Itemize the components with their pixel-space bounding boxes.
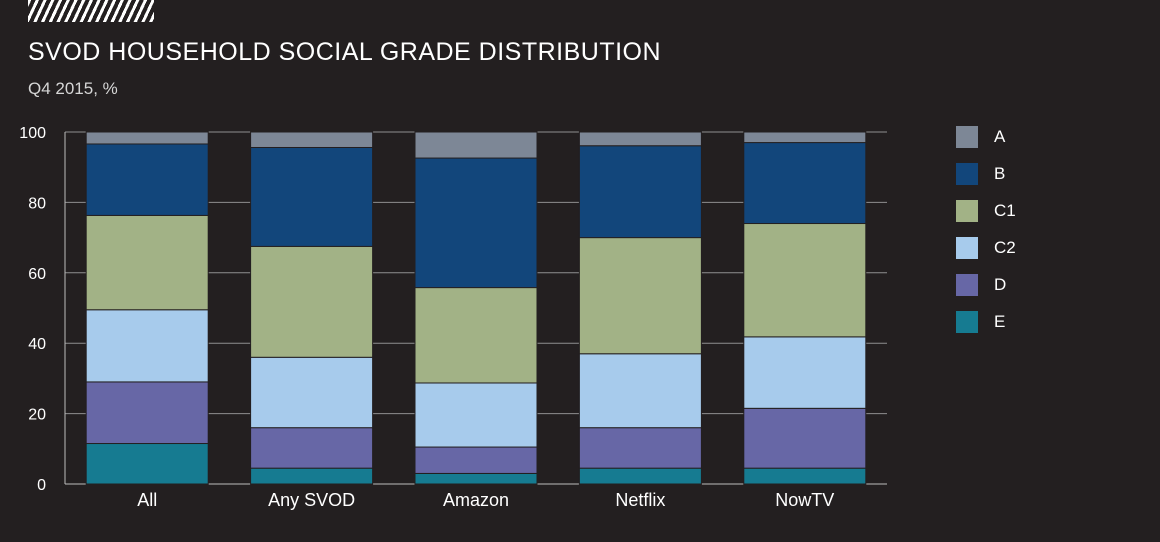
y-tick-label: 20 (28, 407, 46, 424)
bar-any-svod-b (250, 146, 374, 247)
legend-swatch (956, 162, 978, 185)
bar-netflix-d (578, 427, 702, 469)
legend-label: D (994, 274, 1007, 294)
legend-item-e: E (956, 303, 1016, 340)
bar-all-d (85, 381, 209, 445)
bar-nowtv-e (743, 467, 867, 485)
bar-nowtv-b (743, 142, 867, 225)
y-tick-label: 100 (19, 125, 46, 142)
bar-amazon-d (414, 446, 538, 474)
y-tick-label: 60 (28, 266, 46, 283)
bar-any-svod-c1 (250, 245, 374, 358)
bar-netflix-c1 (578, 237, 702, 355)
bar-nowtv-d (743, 407, 867, 469)
bar-all-c1 (85, 214, 209, 311)
legend-label: C2 (994, 237, 1016, 257)
x-tick-label: Any SVOD (268, 490, 355, 510)
legend-item-c2: C2 (956, 229, 1016, 266)
legend-swatch (956, 199, 978, 222)
stacked-bar-chart: 0 20 40 60 80 100 All Any SVOD Amazon Netflix NowT… (19, 125, 887, 510)
legend-item-d: D (956, 266, 1016, 303)
bar-amazon-a (414, 131, 538, 159)
y-tick-label: 40 (28, 336, 46, 353)
bar-amazon-e (414, 472, 538, 485)
bar-all-a (85, 131, 209, 145)
legend-item-a: A (956, 118, 1016, 155)
legend-swatch (956, 273, 978, 296)
bar-any-svod-c2 (250, 356, 374, 429)
x-tick-label: Netflix (615, 490, 665, 510)
bar-netflix-a (578, 131, 702, 147)
legend-label: C1 (994, 200, 1016, 220)
legend-swatch (956, 125, 978, 148)
bar-nowtv-c1 (743, 223, 867, 338)
legend-label: A (994, 126, 1006, 146)
bar-amazon-b (414, 157, 538, 289)
y-tick-label: 0 (37, 477, 46, 494)
bar-amazon-c1 (414, 287, 538, 384)
chart-subtitle: Q4 2015, % (28, 79, 118, 98)
bar-netflix-c2 (578, 353, 702, 429)
bar-netflix-b (578, 145, 702, 239)
bar-all-b (85, 143, 209, 216)
legend-swatch (956, 310, 978, 333)
x-tick-label: NowTV (775, 490, 834, 510)
bar-amazon-c2 (414, 382, 538, 448)
bar-all-c2 (85, 309, 209, 383)
bar-nowtv-c2 (743, 336, 867, 409)
bar-nowtv-a (743, 131, 867, 144)
bar-all-e (85, 443, 209, 485)
bar-any-svod-d (250, 427, 374, 469)
y-tick-label: 80 (28, 195, 46, 212)
legend-item-c1: C1 (956, 192, 1016, 229)
chart-title: SVOD HOUSEHOLD SOCIAL GRADE DISTRIBUTION (28, 38, 662, 66)
legend-item-b: B (956, 155, 1016, 192)
x-tick-label: Amazon (443, 490, 509, 510)
legend-label: B (994, 163, 1006, 183)
chart-legend: A B C1 C2 D E (956, 118, 1016, 340)
legend-label: E (994, 311, 1006, 331)
hatch-decoration (28, 0, 154, 22)
legend-swatch (956, 236, 978, 259)
bar-netflix-e (578, 467, 702, 485)
bar-any-svod-e (250, 467, 374, 485)
x-tick-label: All (137, 490, 157, 510)
bar-any-svod-a (250, 131, 374, 148)
